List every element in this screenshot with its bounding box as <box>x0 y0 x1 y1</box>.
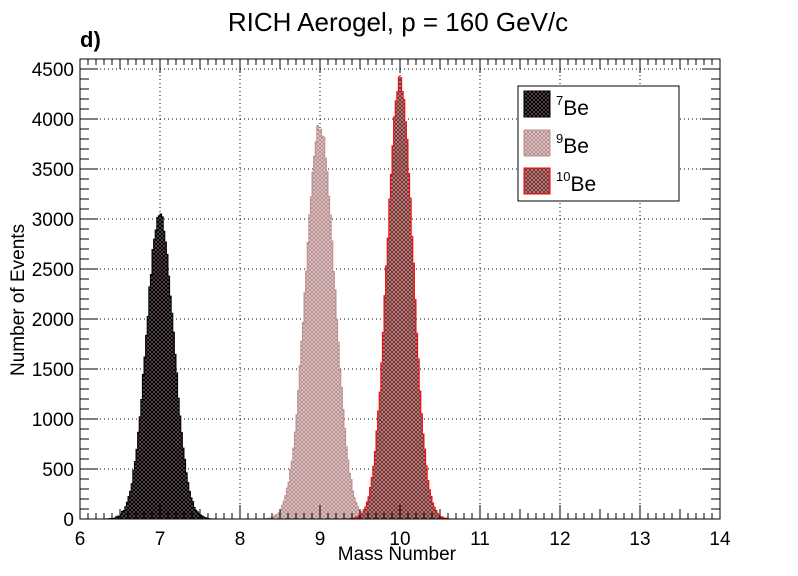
legend-label-10be: 10Be <box>556 169 596 196</box>
x-tick-label: 13 <box>629 529 650 550</box>
legend-swatch-7be <box>523 90 551 118</box>
x-tick-label: 9 <box>315 529 326 550</box>
legend-sup-7be: 7 <box>556 93 563 108</box>
legend-sup-10be: 10 <box>556 169 570 184</box>
y-tick-label: 3500 <box>32 160 74 181</box>
y-tick-label: 0 <box>63 510 74 531</box>
x-tick-label: 12 <box>549 529 570 550</box>
x-tick-label: 7 <box>155 529 166 550</box>
y-tick-label: 2000 <box>32 310 74 331</box>
legend-label-7be: 7Be <box>556 93 589 120</box>
histogram-9be <box>256 124 385 520</box>
chart-title: RICH Aerogel, p = 160 GeV/c <box>228 7 568 37</box>
x-tick-label: 10 <box>389 529 410 550</box>
legend-label-9be: 9Be <box>556 131 589 158</box>
y-tick-label: 2500 <box>32 260 74 281</box>
legend: 7Be 9Be 10Be <box>517 85 680 202</box>
x-tick-label: 6 <box>75 529 86 550</box>
legend-entry-7be: 7Be <box>523 90 589 120</box>
legend-base-9be: Be <box>563 135 589 158</box>
plot-frame <box>79 58 721 520</box>
legend-sup-9be: 9 <box>556 131 563 146</box>
x-tick-label: 14 <box>709 529 731 550</box>
y-tick-label: 4000 <box>32 110 74 131</box>
legend-swatch-9be <box>523 129 551 157</box>
legend-base-10be: Be <box>570 173 596 196</box>
axes: 6 7 8 9 10 11 12 13 14 0 500 1000 1500 2000 2500 3000 35… <box>32 58 731 550</box>
y-axis-label: Number of Events <box>8 224 29 376</box>
x-tick-label: 11 <box>470 529 490 550</box>
y-tick-label: 1500 <box>32 360 74 381</box>
y-tick-label: 3000 <box>32 210 74 231</box>
legend-swatch-10be <box>523 167 551 195</box>
histogram-7be <box>80 213 225 520</box>
panel-label: d) <box>80 27 101 52</box>
x-axis-label: Mass Number <box>338 544 457 565</box>
y-tick-label: 1000 <box>32 410 74 431</box>
x-tick-label: 8 <box>235 529 246 550</box>
y-tick-label: 500 <box>42 460 74 481</box>
legend-entry-10be: 10Be <box>523 167 596 196</box>
legend-entry-9be: 9Be <box>523 129 589 158</box>
legend-base-7be: Be <box>563 97 589 120</box>
y-tick-label: 4500 <box>32 60 74 81</box>
